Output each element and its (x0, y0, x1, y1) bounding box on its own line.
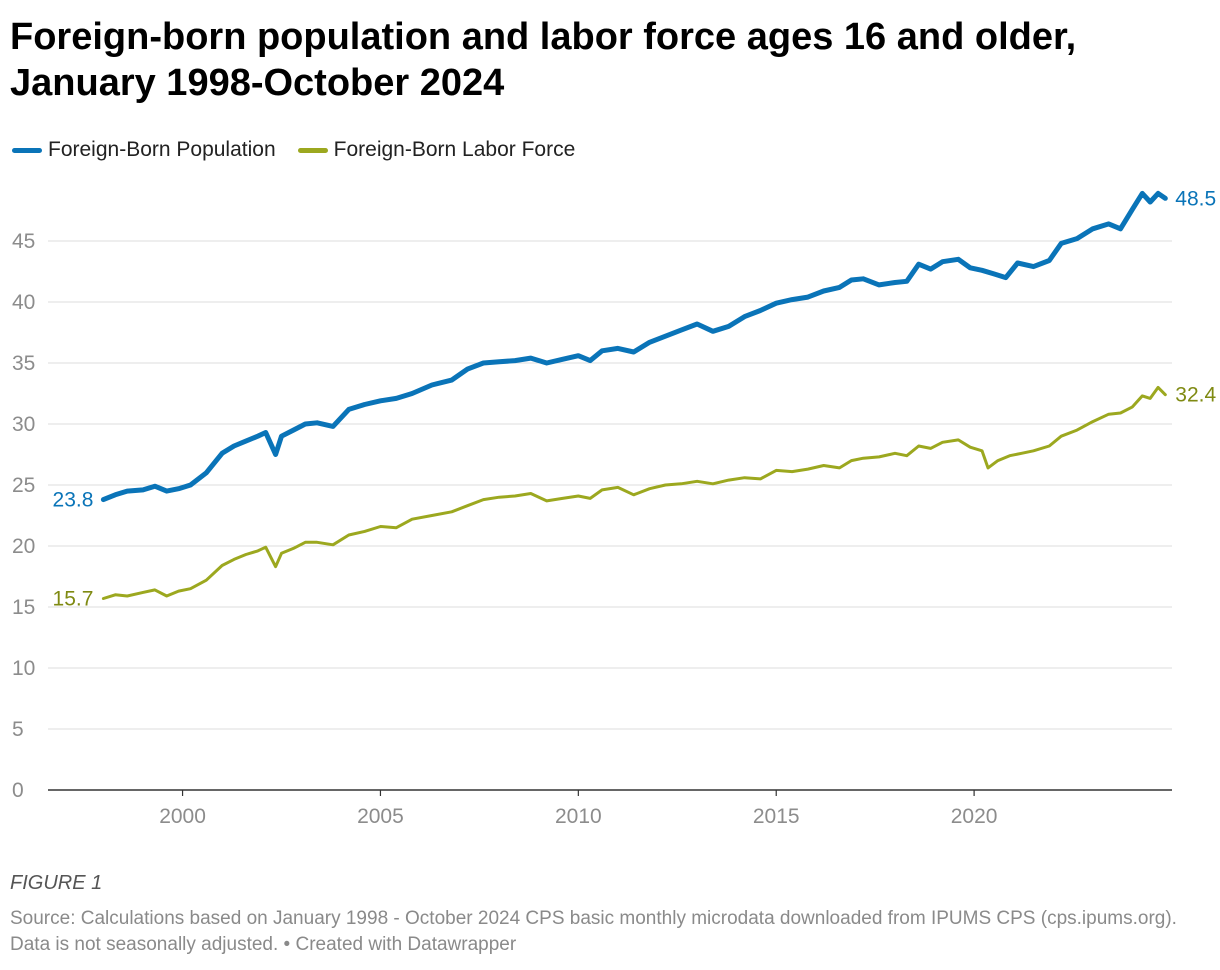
legend-swatch-population (12, 147, 42, 153)
legend-item-population: Foreign-Born Population (12, 138, 276, 162)
series-line-labor-force (101, 385, 1167, 600)
line-chart: 0 5 10 15 20 25 30 35 40 45 2000 2005 2010 2015 2020 23… (12, 187, 1216, 828)
chart-legend: Foreign-Born Population Foreign-Born Lab… (12, 137, 597, 163)
y-tick-label-10: 10 (12, 657, 35, 680)
y-tick-label-15: 15 (12, 596, 35, 619)
y-tick-label-40: 40 (12, 291, 35, 314)
series-start-label-labor-force: 15.7 (53, 587, 94, 610)
y-tick-label-5: 5 (12, 718, 24, 741)
x-tick-label-2015: 2015 (753, 805, 800, 828)
y-tick-label-45: 45 (12, 230, 35, 253)
x-tick-label-2020: 2020 (951, 805, 998, 828)
chart-title: Foreign-born population and labor force … (10, 16, 1077, 104)
x-tick-label-2010: 2010 (555, 805, 602, 828)
y-tick-label-0: 0 (12, 779, 24, 802)
x-tick-label-2005: 2005 (357, 805, 404, 828)
series-line-population (100, 190, 1168, 503)
legend-swatch-labor-force (297, 147, 328, 153)
x-tick-label-2000: 2000 (159, 805, 206, 828)
series-end-label-labor-force: 32.4 (1175, 384, 1216, 407)
figure-label: FIGURE 1 (10, 872, 103, 894)
y-tick-label-30: 30 (12, 413, 35, 436)
y-tick-label-25: 25 (12, 474, 35, 497)
series-end-label-population: 48.5 (1175, 187, 1216, 210)
series-start-label-population: 23.8 (53, 489, 94, 512)
legend-label-labor-force: Foreign-Born Labor Force (333, 138, 576, 161)
y-tick-label-35: 35 (12, 352, 35, 375)
y-tick-label-20: 20 (12, 535, 35, 558)
legend-item-labor-force: Foreign-Born Labor Force (297, 138, 576, 162)
source-note: Source: Calculations based on January 19… (10, 908, 1177, 955)
legend-label-population: Foreign-Born Population (48, 138, 276, 161)
